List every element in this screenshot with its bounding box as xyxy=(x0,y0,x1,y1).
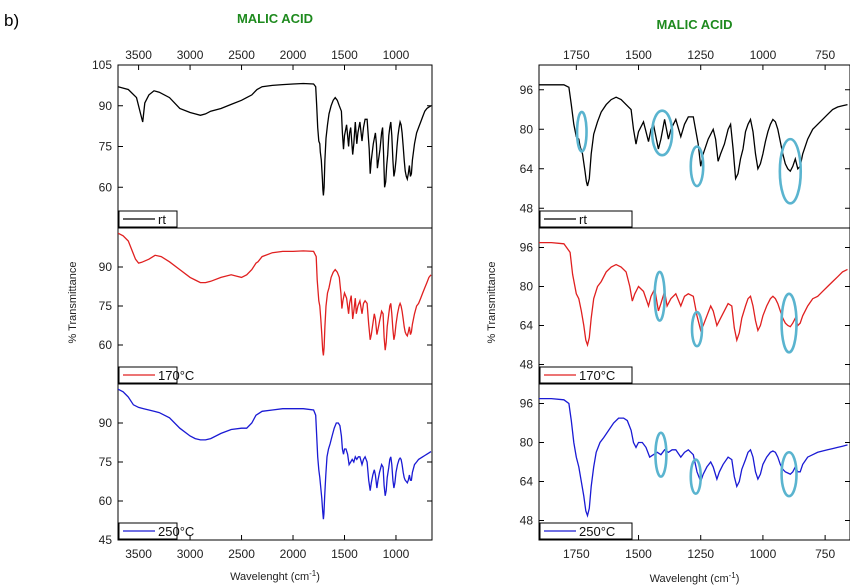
highlight-circle xyxy=(778,137,803,205)
bottom-x-tick-label: 3000 xyxy=(177,547,204,561)
series-line xyxy=(539,241,848,348)
highlight-circle xyxy=(575,110,588,153)
y-tick-label: 48 xyxy=(520,514,534,528)
y-tick-label: 75 xyxy=(99,140,113,154)
series-line xyxy=(118,388,432,520)
legend-label: 170°C xyxy=(158,368,194,383)
legend-box xyxy=(539,366,633,384)
bottom-x-tick-label: 1250 xyxy=(687,547,714,561)
y-axis-title: % Transmittance xyxy=(67,262,79,344)
y-tick-label: 90 xyxy=(99,99,113,113)
legend-label: rt xyxy=(579,212,587,227)
bottom-x-tick-label: 1500 xyxy=(625,547,652,561)
top-x-tick-label: 1000 xyxy=(383,48,410,62)
y-tick-label: 75 xyxy=(99,299,113,313)
y-tick-label: 60 xyxy=(99,180,113,194)
top-x-tick-label: 1000 xyxy=(750,48,777,62)
bottom-x-tick-label: 2000 xyxy=(280,547,307,561)
highlight-circle xyxy=(653,270,666,322)
legend-box xyxy=(539,522,633,540)
y-tick-label: 75 xyxy=(99,455,113,469)
highlight-circle xyxy=(780,450,798,498)
highlight-circle xyxy=(689,145,705,188)
chart-left: MALIC ACID 3500 3500 3000 3000 2500 2500 2000 20… xyxy=(67,11,433,583)
top-x-tick-label: 1500 xyxy=(625,48,652,62)
panel-letter: b) xyxy=(4,11,19,30)
y-tick-label: 96 xyxy=(520,83,534,97)
bottom-x-tick-label: 2500 xyxy=(228,547,255,561)
top-x-tick-label: 1250 xyxy=(687,48,714,62)
plot-frame xyxy=(538,64,850,541)
top-x-tick-label: 1750 xyxy=(563,48,590,62)
legend-label: 250°C xyxy=(579,524,615,539)
y-tick-label: 60 xyxy=(99,494,113,508)
y-tick-label: 105 xyxy=(92,58,112,72)
x-axis-title: Wavelenght (cm-1) xyxy=(230,569,320,583)
highlight-circle xyxy=(654,431,668,478)
plot-frame xyxy=(117,64,433,541)
y-tick-label: 64 xyxy=(520,319,534,333)
y-tick-label: 90 xyxy=(99,260,113,274)
top-x-tick-label: 750 xyxy=(815,48,835,62)
highlight-circle xyxy=(780,292,798,354)
bottom-x-tick-label: 1750 xyxy=(563,547,590,561)
bottom-x-tick-label: 1500 xyxy=(331,547,358,561)
top-x-tick-label: 3500 xyxy=(125,48,152,62)
y-tick-label: 60 xyxy=(99,338,113,352)
legend-label: rt xyxy=(158,212,166,227)
y-tick-label: 64 xyxy=(520,475,534,489)
chart-title: MALIC ACID xyxy=(656,17,732,32)
y-tick-label: 48 xyxy=(520,201,534,215)
highlight-circle xyxy=(690,310,704,348)
y-tick-label: 80 xyxy=(520,122,534,136)
highlight-circle xyxy=(689,458,703,495)
y-tick-label: 48 xyxy=(520,358,534,372)
y-tick-label: 96 xyxy=(520,241,534,255)
legend-label: 170°C xyxy=(579,368,615,383)
y-tick-label: 90 xyxy=(99,416,113,430)
y-tick-label: 80 xyxy=(520,280,534,294)
top-x-tick-label: 2500 xyxy=(228,48,255,62)
y-tick-label: 64 xyxy=(520,162,534,176)
series-line xyxy=(539,397,848,518)
series-line xyxy=(118,82,432,196)
series-line xyxy=(118,232,432,356)
y-tick-label: 45 xyxy=(99,533,113,547)
top-x-tick-label: 1500 xyxy=(331,48,358,62)
x-axis-title: Wavelenght (cm-1) xyxy=(650,571,740,585)
top-x-tick-label: 3000 xyxy=(177,48,204,62)
y-tick-label: 96 xyxy=(520,397,534,411)
y-axis-title: % Transmittance xyxy=(486,262,498,344)
legend-box xyxy=(539,210,633,228)
chart-right: MALIC ACID 1750 1750 1500 1500 1250 1250 1000 10… xyxy=(486,17,850,585)
series-line xyxy=(539,84,848,187)
y-tick-label: 80 xyxy=(520,436,534,450)
bottom-x-tick-label: 1000 xyxy=(383,547,410,561)
bottom-x-tick-label: 3500 xyxy=(125,547,152,561)
legend-label: 250°C xyxy=(158,524,194,539)
bottom-x-tick-label: 1000 xyxy=(750,547,777,561)
highlight-circle xyxy=(650,109,674,157)
top-x-tick-label: 2000 xyxy=(280,48,307,62)
chart-title: MALIC ACID xyxy=(237,11,313,26)
bottom-x-tick-label: 750 xyxy=(815,547,835,561)
